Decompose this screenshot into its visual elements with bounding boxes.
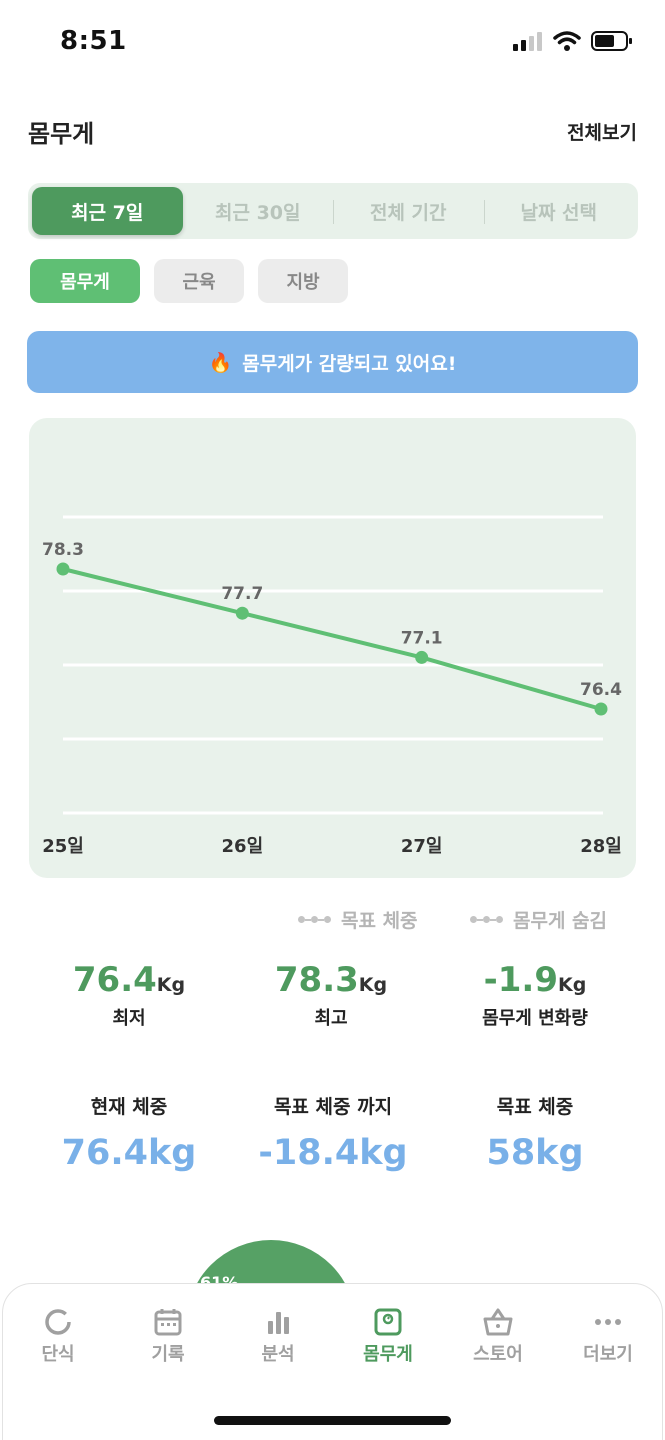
tab-weight-label: 몸무게 (363, 1344, 413, 1365)
chart-point (56, 562, 70, 576)
legend-goal-weight-label: 목표 체중 (341, 910, 418, 932)
tab-recent-7-days[interactable]: 최근 7일 (32, 187, 183, 235)
to-goal-weight-label: 목표 체중 까지 (273, 1096, 393, 1118)
chart-x-tick-label: 28일 (580, 836, 622, 857)
chart-data-label: 76.4 (580, 680, 622, 700)
bar-chart-icon (268, 1312, 289, 1334)
banner-text: 몸무게가 감량되고 있어요! (242, 352, 457, 375)
chart-series-line (62, 567, 602, 711)
stat-max-unit: Kg (358, 974, 388, 996)
legend-hide-weight[interactable]: 몸무게 숨김 (470, 906, 607, 933)
stat-min-value: 76.4 (72, 960, 157, 1000)
stat-min-unit: Kg (156, 974, 186, 996)
to-goal-weight: 목표 체중 까지 -18.4kg (228, 1092, 438, 1173)
current-weight: 현재 체중 76.4kg (24, 1092, 234, 1173)
legend-goal-weight[interactable]: 목표 체중 (298, 906, 418, 933)
chart-data-label: 77.1 (401, 628, 443, 648)
tab-fasting-label: 단식 (41, 1344, 75, 1365)
fasting-ring-icon (45, 1309, 71, 1335)
goal-weight: 목표 체중 58kg (430, 1092, 640, 1173)
battery-icon (591, 31, 632, 51)
legend-line-dots-icon (298, 916, 331, 923)
chart-point (594, 702, 608, 716)
tab-fasting[interactable]: 단식 (13, 1306, 103, 1366)
tab-record[interactable]: 기록 (123, 1306, 213, 1366)
status-icons (513, 30, 633, 52)
tab-weight[interactable]: 몸무게 (343, 1306, 433, 1366)
stat-change: -1.9Kg 몸무게 변화량 (430, 960, 640, 1030)
chart-point (415, 650, 429, 664)
stat-change-value: -1.9 (483, 960, 558, 1000)
stat-max-value: 78.3 (274, 960, 359, 1000)
tab-more[interactable]: 더보기 (563, 1306, 653, 1366)
current-weight-label: 현재 체중 (90, 1096, 168, 1118)
chart-point (235, 606, 249, 620)
chart-x-tick-label: 26일 (222, 836, 264, 857)
view-all-button[interactable]: 전체보기 (567, 122, 637, 144)
legend-line-dots-icon (470, 916, 503, 923)
legend-hide-weight-label: 몸무게 숨김 (513, 910, 608, 932)
weight-line-chart: 78.3 25일 77.7 26일 77.1 27일 76.4 28일 (42, 515, 622, 857)
period-tabs: 최근 7일 최근 30일 전체 기간 날짜 선택 (28, 183, 638, 239)
stat-max-label: 최고 (314, 1008, 348, 1029)
cellular-signal-icon (513, 32, 542, 51)
tab-record-label: 기록 (151, 1344, 185, 1365)
to-goal-weight-value: -18.4kg (258, 1133, 408, 1173)
stat-change-unit: Kg (558, 974, 587, 996)
stat-max: 78.3Kg 최고 (226, 960, 436, 1030)
chip-muscle[interactable]: 근육 (154, 259, 244, 303)
chart-data-label: 78.3 (42, 540, 84, 560)
chart-x-tick-label: 27일 (401, 836, 443, 857)
scale-icon (374, 1308, 402, 1336)
calendar-icon (154, 1309, 182, 1336)
chart-x-tick-label: 25일 (42, 836, 84, 857)
chart-data-label: 77.7 (221, 584, 263, 604)
chip-weight[interactable]: 몸무게 (30, 259, 140, 303)
goal-weight-value: 58kg (486, 1133, 584, 1173)
tab-more-label: 더보기 (583, 1344, 633, 1365)
tab-store[interactable]: 스토어 (453, 1306, 543, 1366)
current-weight-value: 76.4kg (61, 1133, 197, 1173)
goal-weight-label: 목표 체중 (496, 1096, 574, 1118)
fire-icon: 🔥 (208, 351, 233, 374)
status-bar: 8:51 (0, 0, 665, 86)
stat-change-label: 몸무게 변화량 (482, 1008, 588, 1029)
status-time: 8:51 (60, 26, 127, 56)
stat-min-label: 최저 (112, 1008, 146, 1029)
stat-min: 76.4Kg 최저 (24, 960, 234, 1030)
tab-all-period[interactable]: 전체 기간 (333, 187, 484, 235)
tab-recent-30-days[interactable]: 최근 30일 (215, 201, 301, 224)
page-title: 몸무게 (28, 120, 95, 148)
more-dots-icon (595, 1319, 621, 1325)
basket-icon (483, 1308, 513, 1336)
tab-analysis[interactable]: 분석 (233, 1306, 323, 1366)
tab-analysis-label: 분석 (261, 1344, 295, 1365)
chart-legend: 목표 체중 몸무게 숨김 (0, 900, 665, 936)
home-indicator (214, 1416, 451, 1425)
header: 몸무게 전체보기 (0, 100, 665, 160)
weight-chart: 78.3 25일 77.7 26일 77.1 27일 76.4 28일 (29, 418, 636, 878)
tab-store-label: 스토어 (473, 1344, 523, 1365)
metric-chips: 몸무게 근육 지방 (30, 259, 348, 303)
wifi-icon (553, 31, 581, 51)
chip-fat[interactable]: 지방 (258, 259, 348, 303)
bottom-tab-bar: 단식 기록 분석 몸무게 스토어 더보기 (2, 1283, 663, 1440)
weight-loss-banner: 🔥 몸무게가 감량되고 있어요! (27, 331, 638, 393)
tab-date-select[interactable]: 날짜 선택 (483, 187, 635, 235)
